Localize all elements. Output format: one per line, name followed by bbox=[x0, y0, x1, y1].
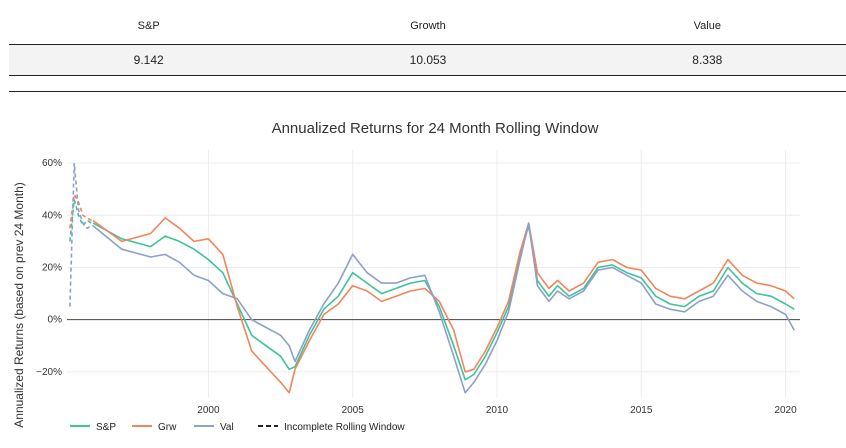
y-tick-label: −20% bbox=[36, 367, 62, 378]
y-tick-label: 40% bbox=[42, 210, 62, 221]
legend-label: Grw bbox=[158, 422, 177, 433]
value-growth: 10.053 bbox=[409, 53, 447, 67]
x-tick-label: 2015 bbox=[630, 405, 653, 416]
series-lines bbox=[69, 163, 795, 394]
y-axis: −20% 0% 20% 40% 60% bbox=[36, 158, 62, 378]
x-tick-label: 2020 bbox=[774, 405, 797, 416]
value-sp: 9.142 bbox=[133, 53, 164, 67]
incomplete-window-line bbox=[69, 191, 93, 229]
series-line-sp bbox=[92, 222, 795, 381]
value-value: 8.338 bbox=[692, 53, 723, 67]
x-tick-label: 2010 bbox=[486, 405, 509, 416]
rolling-returns-chart: Annualized Returns for 24 Month Rolling … bbox=[12, 120, 800, 433]
legend-label: Val bbox=[220, 422, 234, 433]
chart-title: Annualized Returns for 24 Month Rolling … bbox=[272, 120, 599, 137]
incomplete-window-line bbox=[69, 163, 93, 307]
header-growth: Growth bbox=[410, 20, 446, 32]
x-tick-label: 2000 bbox=[197, 405, 220, 416]
header-sp: S&P bbox=[137, 20, 160, 32]
y-axis-label: Annualized Returns (based on prev 24 Mon… bbox=[12, 182, 26, 427]
gridlines bbox=[67, 150, 800, 398]
summary-header-row: S&P Growth Value bbox=[9, 8, 846, 45]
y-tick-label: 0% bbox=[48, 315, 63, 326]
summary-table: S&P Growth Value 9.142 10.053 8.338 bbox=[9, 8, 846, 76]
legend: S&P Grw Val Incomplete Rolling Window bbox=[70, 422, 405, 433]
y-tick-label: 60% bbox=[42, 158, 62, 169]
series-line-grw bbox=[92, 217, 795, 394]
summary-values-row: 9.142 10.053 8.338 bbox=[9, 45, 846, 76]
x-axis: 2000 2005 2010 2015 2020 bbox=[197, 405, 797, 416]
series-line-val bbox=[92, 222, 795, 394]
legend-label: Incomplete Rolling Window bbox=[284, 422, 405, 433]
x-tick-label: 2005 bbox=[342, 405, 365, 416]
header-value: Value bbox=[693, 20, 721, 32]
y-tick-label: 20% bbox=[42, 262, 62, 273]
section-divider bbox=[9, 91, 846, 92]
legend-label: S&P bbox=[96, 422, 116, 433]
